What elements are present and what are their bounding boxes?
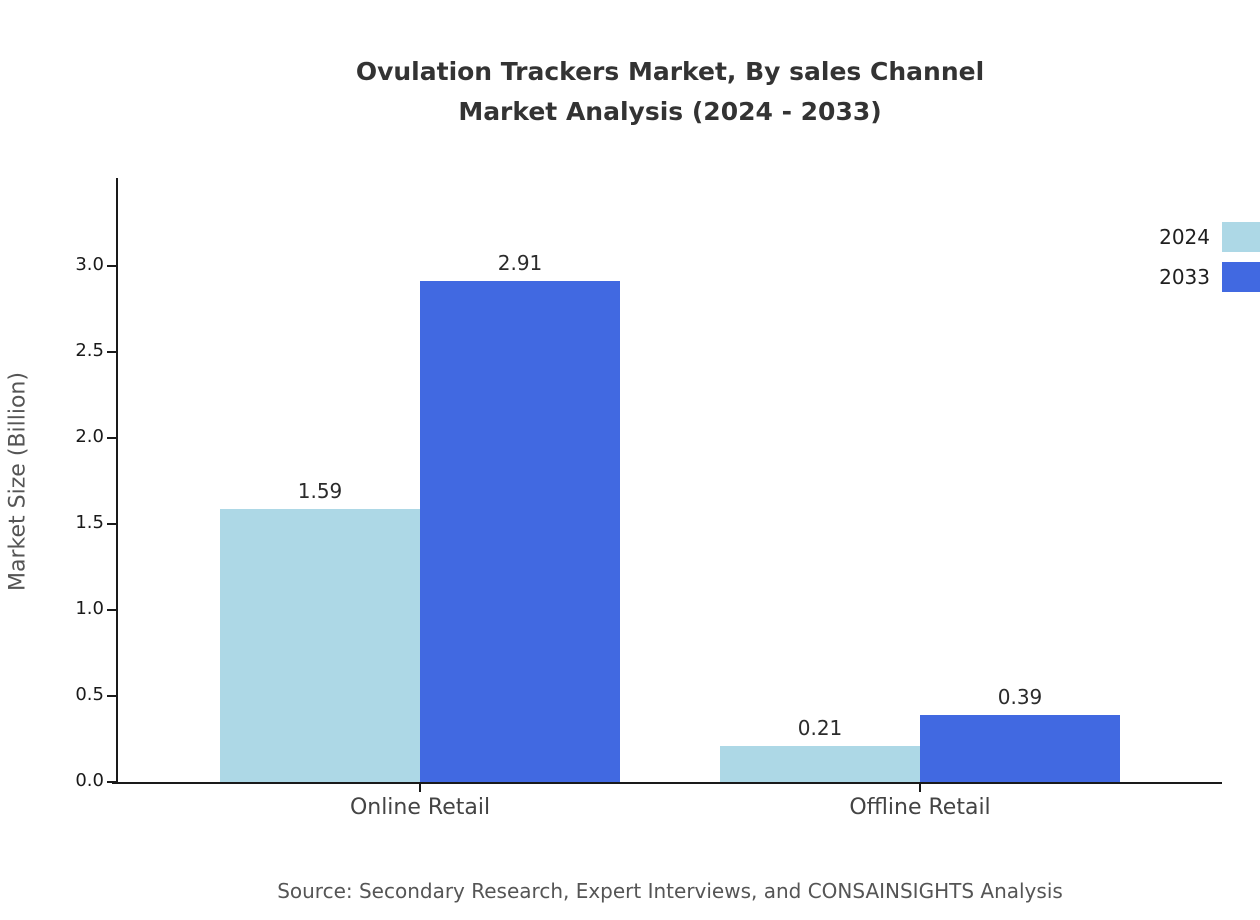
y-axis-line — [116, 178, 118, 784]
bar-2024-offline-retail — [720, 746, 920, 782]
bar-value-label: 0.39 — [997, 685, 1043, 709]
bar-value-label: 0.21 — [797, 716, 843, 740]
chart-title-line2: Market Analysis (2024 - 2033) — [458, 97, 882, 126]
x-tick-mark — [919, 784, 921, 792]
y-tick-mark — [107, 695, 117, 697]
chart-title-line1: Ovulation Trackers Market, By sales Chan… — [355, 57, 985, 86]
y-tick-mark — [107, 437, 117, 439]
legend-label-2033: 2033 — [1159, 265, 1210, 289]
bar-2033-offline-retail — [920, 715, 1120, 782]
y-tick-mark — [107, 523, 117, 525]
y-tick-label: 2.0 — [75, 426, 104, 447]
x-axis-line — [112, 782, 1222, 784]
y-tick-label: 1.5 — [75, 512, 104, 533]
y-tick-mark — [107, 351, 117, 353]
category-label: Offline Retail — [849, 795, 991, 820]
source-note: Source: Secondary Research, Expert Inter… — [277, 879, 1063, 903]
bar-value-label: 2.91 — [497, 251, 543, 275]
y-tick-label: 0.5 — [75, 684, 104, 705]
legend-swatch-2024-icon — [1222, 222, 1260, 252]
chart-title: Ovulation Trackers Market, By sales Chan… — [80, 52, 1260, 132]
legend-item-2033: 2033 — [1159, 262, 1260, 292]
y-tick-label: 0.0 — [75, 770, 104, 791]
legend-label-2024: 2024 — [1159, 225, 1210, 249]
bar-value-label: 1.59 — [297, 479, 343, 503]
y-tick-label: 3.0 — [75, 254, 104, 275]
bar-2033-online-retail — [420, 281, 620, 782]
legend: 2024 2033 — [1159, 222, 1260, 302]
y-tick-label: 2.5 — [75, 340, 104, 361]
legend-swatch-2033-icon — [1222, 262, 1260, 292]
y-tick-mark — [107, 265, 117, 267]
x-tick-mark — [419, 784, 421, 792]
y-tick-mark — [107, 609, 117, 611]
bar-2024-online-retail — [220, 509, 420, 782]
y-tick-label: 1.0 — [75, 598, 104, 619]
legend-item-2024: 2024 — [1159, 222, 1260, 252]
category-label: Online Retail — [349, 795, 491, 820]
